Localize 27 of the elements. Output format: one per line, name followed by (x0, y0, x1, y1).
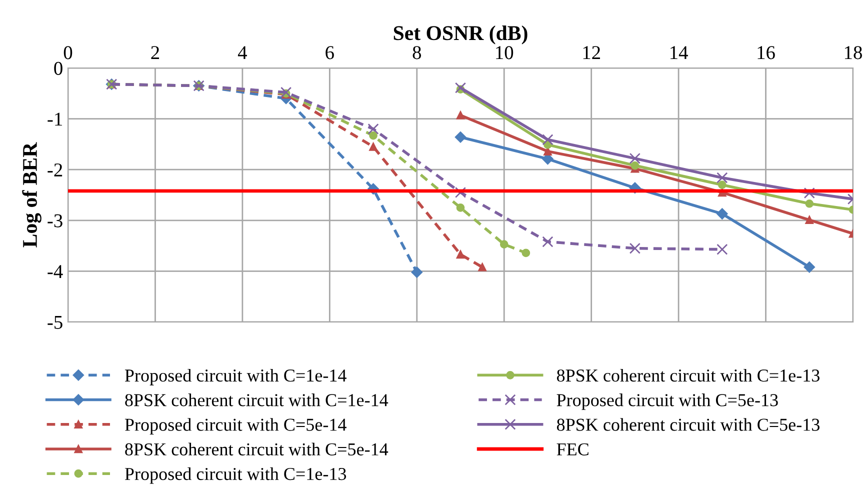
legend-label: 8PSK coherent circuit with C=1e-13 (556, 368, 820, 382)
x-tick-label: 12 (583, 46, 600, 59)
y-tick-label: -2 (48, 163, 62, 176)
x-axis-title: Set OSNR (dB) (394, 25, 528, 44)
x-tick-label: 4 (238, 46, 247, 59)
legend-label: Proposed circuit with C=1e-14 (124, 368, 346, 386)
legend-label: FEC (556, 443, 588, 456)
y-tick-label: -5 (48, 316, 62, 329)
x-tick-label: 10 (496, 46, 514, 60)
y-tick-label: -3 (48, 214, 62, 228)
legend-label: Proposed circuit with C=5e-14 (124, 418, 346, 435)
x-tick-label: 8 (412, 46, 422, 60)
x-tick-label: 6 (326, 46, 334, 60)
x-tick-label: 2 (151, 46, 160, 59)
legend-label: Proposed circuit with C=5e-13 (556, 394, 778, 410)
y-tick-label: 0 (54, 62, 62, 75)
x-tick-label: 0 (64, 46, 72, 60)
x-tick-label: 18 (844, 46, 862, 60)
legend-label: Proposed circuit with C=1e-13 (124, 467, 346, 484)
legend-label: 8PSK coherent circuit with C=5e-13 (556, 418, 820, 431)
x-tick-label: 14 (670, 46, 688, 59)
legend-label: 8PSK coherent circuit with C=1e-14 (125, 394, 388, 406)
y-tick-label: -4 (48, 265, 63, 278)
y-axis-title: Log of BER (22, 142, 42, 248)
y-tick-label: -1 (48, 112, 62, 126)
x-tick-label: 16 (758, 46, 775, 60)
legend-label: 8PSK coherent circuit with C=5e-14 (125, 442, 388, 456)
